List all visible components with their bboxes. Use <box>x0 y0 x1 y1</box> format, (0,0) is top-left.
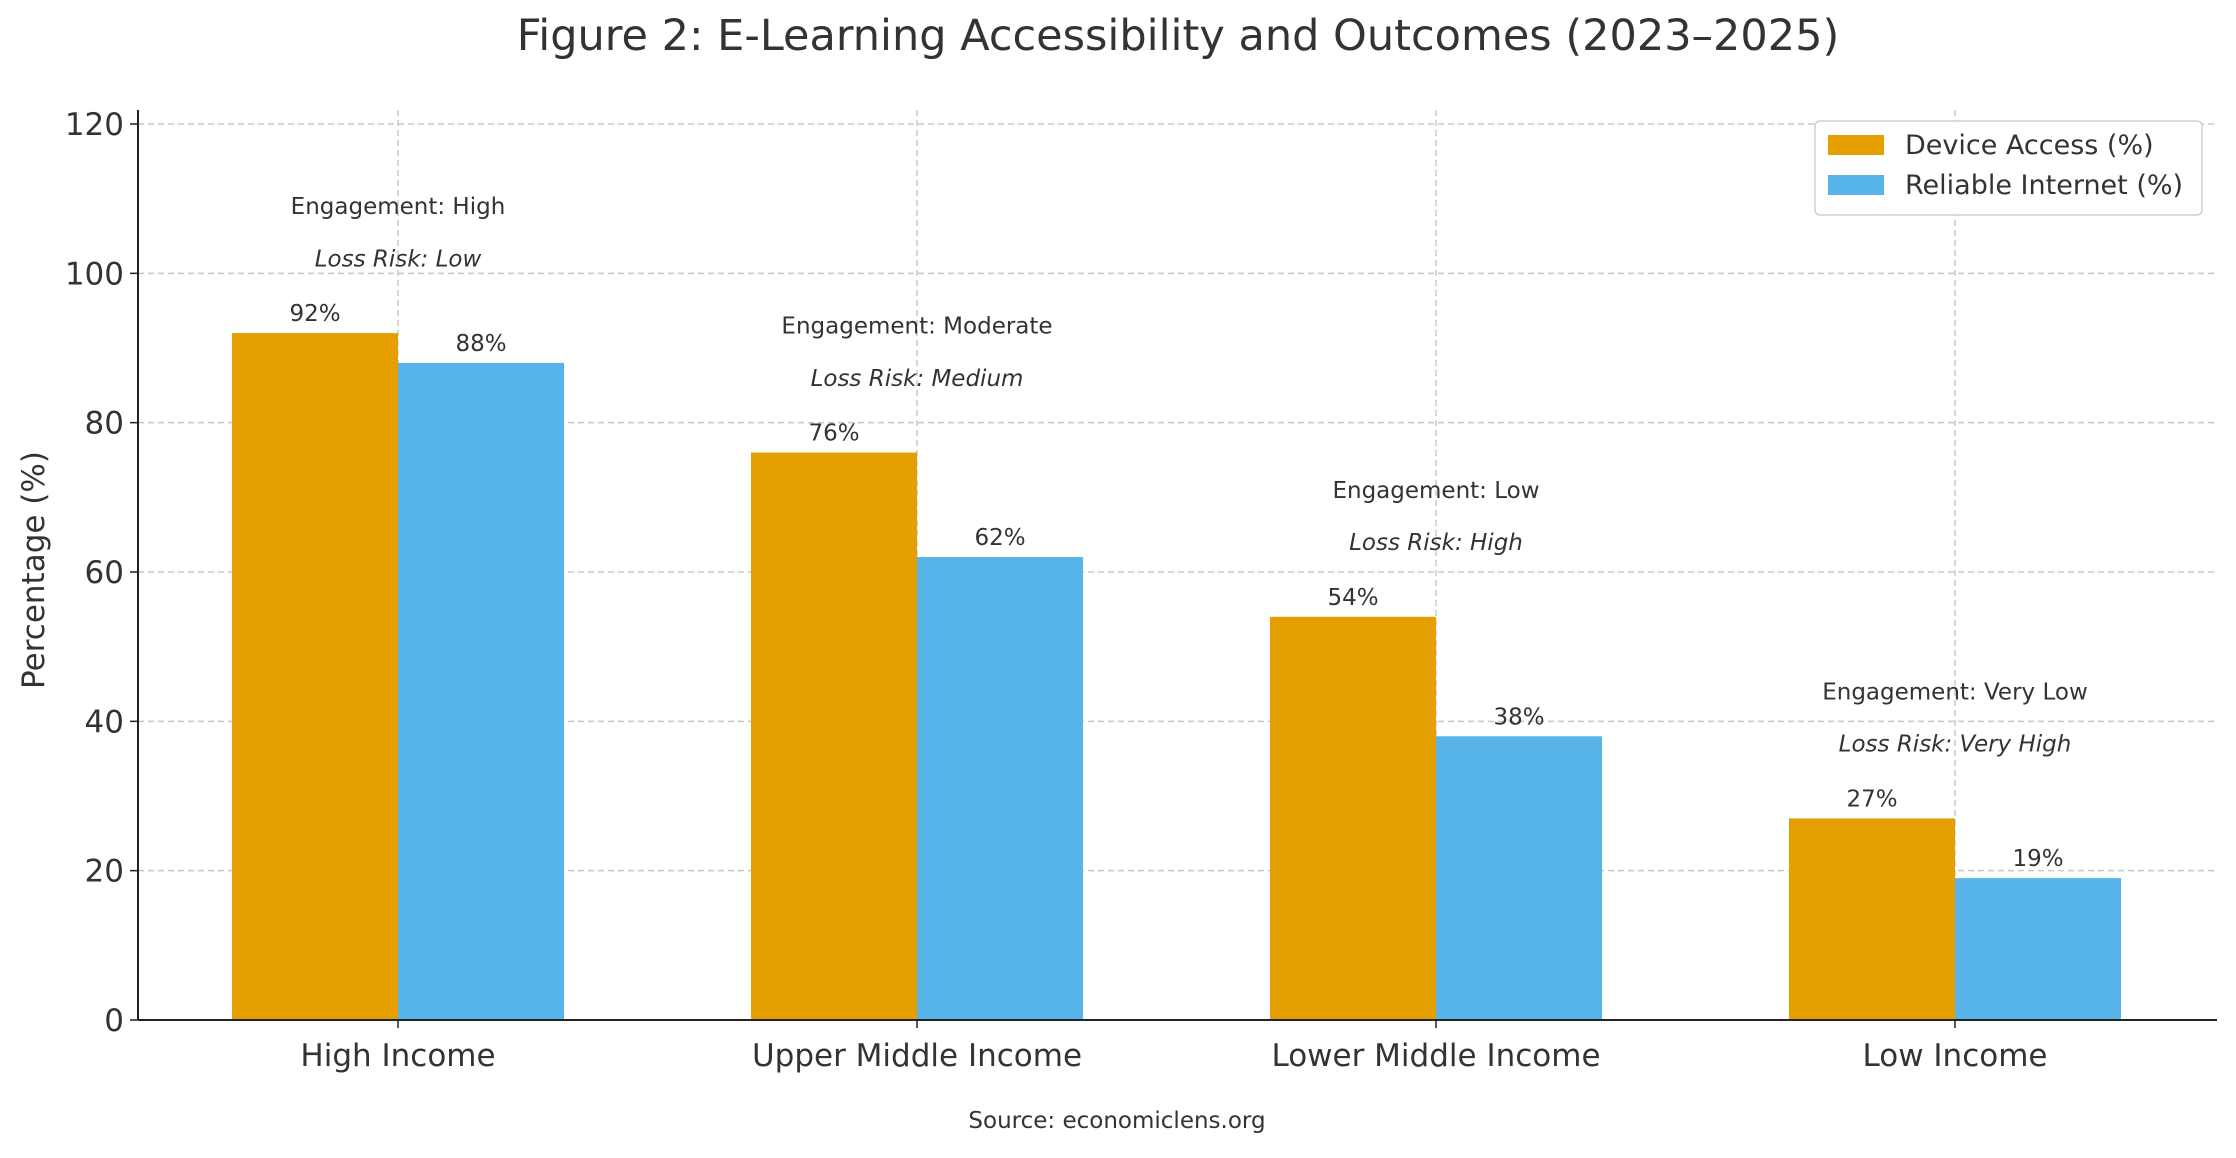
y-tick-label: 20 <box>85 854 124 890</box>
bar-device-access <box>751 452 917 1020</box>
bar-reliable-internet <box>917 557 1083 1020</box>
legend-swatch <box>1828 175 1884 195</box>
legend-label: Reliable Internet (%) <box>1905 170 2183 201</box>
y-tick-label: 120 <box>65 107 124 143</box>
value-label: 92% <box>289 301 340 327</box>
bar-reliable-internet <box>398 362 564 1020</box>
legend-swatch <box>1828 135 1884 155</box>
engagement-annotation: Engagement: Very Low <box>1822 679 2088 705</box>
legend-label: Device Access (%) <box>1905 130 2154 161</box>
legend: Device Access (%) Reliable Internet (%) <box>1814 120 2203 216</box>
x-tick-label: Upper Middle Income <box>752 1038 1082 1074</box>
value-label: 38% <box>1493 704 1544 730</box>
loss-risk-annotation: Loss Risk: Low <box>315 246 482 272</box>
x-tick-label: Low Income <box>1863 1038 2048 1074</box>
x-tick-label: Lower Middle Income <box>1271 1038 1600 1074</box>
bars <box>232 333 2121 1021</box>
legend-box <box>1814 120 2203 216</box>
engagement-annotation: Engagement: Low <box>1332 478 1539 504</box>
loss-risk-annotation: Loss Risk: Medium <box>811 366 1024 392</box>
engagement-annotation: Engagement: High <box>291 194 506 220</box>
value-label: 62% <box>974 525 1025 551</box>
y-tick-label: 40 <box>85 704 124 740</box>
source-note: Source: economiclens.org <box>968 1108 1265 1134</box>
value-label: 88% <box>455 331 506 357</box>
labels: 92% 76% 54% 27% 88% 62% 38% 19% Engagement: High… <box>289 194 2087 872</box>
loss-risk-annotation: Loss Risk: Very High <box>1839 732 2072 758</box>
x-tick-label: High Income <box>300 1038 495 1074</box>
y-tick-label: 0 <box>104 1003 124 1039</box>
y-axis-label: Percentage (%) <box>16 451 52 689</box>
value-label: 27% <box>1846 786 1897 812</box>
engagement-annotation: Engagement: Moderate <box>781 314 1052 340</box>
y-tick-label: 60 <box>85 555 124 591</box>
value-label: 54% <box>1327 585 1378 611</box>
y-tick-label: 80 <box>85 406 124 442</box>
axes: 0 20 40 60 80 100 120 High Income Upper Middle I… <box>65 107 2217 1074</box>
bar-device-access <box>232 333 398 1021</box>
bar-reliable-internet <box>1955 878 2121 1020</box>
value-label: 19% <box>2012 846 2063 872</box>
bar-device-access <box>1789 818 1955 1020</box>
bar-reliable-internet <box>1436 736 1602 1020</box>
y-tick-label: 100 <box>65 256 124 292</box>
value-label: 76% <box>808 421 859 447</box>
chart-title: Figure 2: E-Learning Accessibility and O… <box>517 11 1840 61</box>
bar-device-access <box>1270 616 1436 1020</box>
loss-risk-annotation: Loss Risk: High <box>1349 530 1523 556</box>
